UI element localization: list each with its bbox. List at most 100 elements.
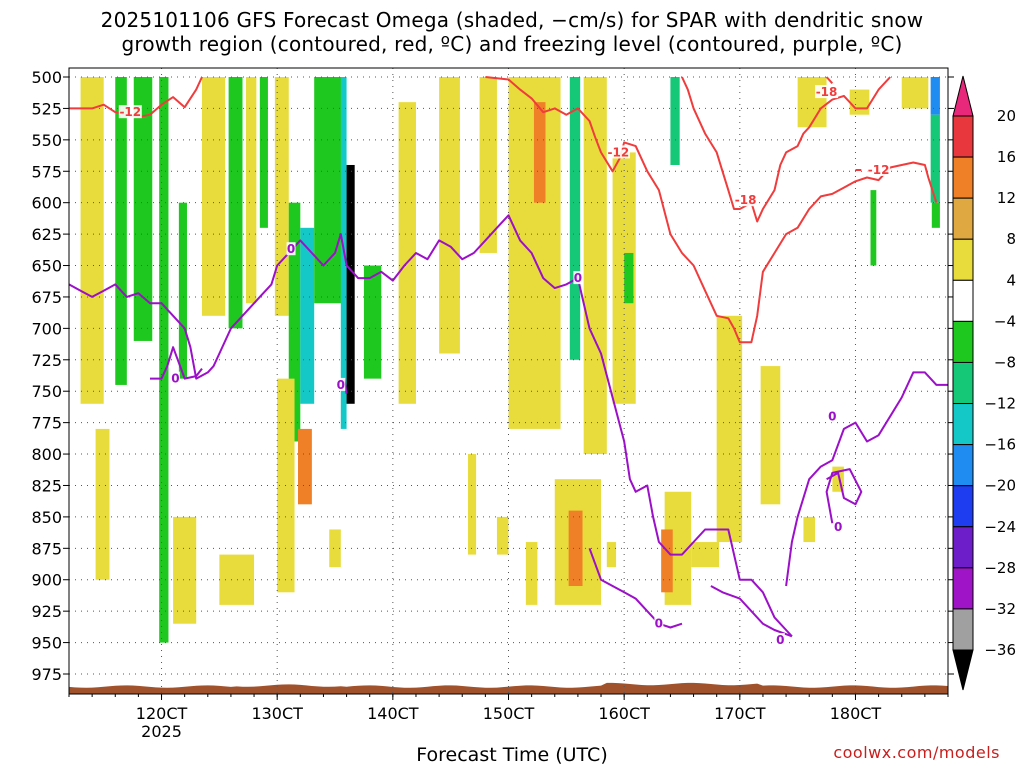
omega-region xyxy=(219,554,255,605)
y-tick-label: 775 xyxy=(31,414,62,433)
colorbar-label: 8 xyxy=(1006,230,1016,248)
terrain-fill xyxy=(69,682,948,694)
omega-region xyxy=(930,114,940,203)
freezing-contour-label: 0 xyxy=(834,520,842,534)
y-tick-label: 750 xyxy=(31,382,62,401)
dgz-contour xyxy=(485,76,938,344)
dgz-contour-label-bg xyxy=(867,163,891,177)
x-tick-label: 120CT xyxy=(136,704,188,723)
colorbar-bin xyxy=(952,115,974,158)
colorbar-label: −28 xyxy=(984,559,1016,577)
freezing-contour-label: 0 xyxy=(337,378,345,392)
omega-region xyxy=(479,77,497,253)
dgz-contour-label: -18 xyxy=(816,85,838,99)
colorbar-top-arrow xyxy=(952,75,974,117)
colorbar-label: −36 xyxy=(984,641,1016,659)
omega-shading-layer xyxy=(80,77,940,643)
omega-region xyxy=(496,516,509,555)
contour-layer: -12 -12 -18 -18 -12 0 0 0 0 0 0 0 0 xyxy=(68,76,948,647)
omega-region xyxy=(173,516,197,624)
omega-region xyxy=(314,77,345,304)
colorbar-label: −16 xyxy=(984,436,1016,454)
freezing-contour-label: 0 xyxy=(655,617,663,631)
freezing-contour-label-bg xyxy=(336,377,346,391)
colorbar-label: 4 xyxy=(1006,271,1016,289)
colorbar-bin xyxy=(952,526,974,569)
omega-region xyxy=(159,77,169,643)
colorbar-bin xyxy=(952,320,974,363)
y-tick-label: 500 xyxy=(31,68,62,87)
omega-region xyxy=(931,202,940,228)
freezing-contour-label-bg xyxy=(170,371,180,385)
omega-region xyxy=(363,265,382,379)
freezing-contour-label-bg xyxy=(654,616,664,630)
omega-region xyxy=(80,77,104,404)
omega-region xyxy=(259,77,268,228)
omega-region xyxy=(439,77,460,354)
x-tick-label: 160CT xyxy=(598,704,650,723)
omega-region xyxy=(115,77,127,385)
colorbar-bin xyxy=(952,238,974,281)
y-tick-label: 825 xyxy=(31,476,62,495)
freezing-contour xyxy=(825,468,863,524)
dgz-contour-label: -12 xyxy=(868,163,890,177)
colorbar-bin xyxy=(952,197,974,240)
y-tick-label: 625 xyxy=(31,225,62,244)
colorbar-label: −24 xyxy=(984,518,1016,536)
omega-region xyxy=(716,315,743,543)
colorbar-bin xyxy=(952,361,974,405)
y-tick-label: 600 xyxy=(31,194,62,213)
omega-region xyxy=(228,77,243,329)
x-axis-title: Forecast Time (UTC) xyxy=(416,744,608,766)
colorbar-bin xyxy=(952,403,974,446)
colorbar-label: −32 xyxy=(984,600,1016,618)
dgz-contour-label: -18 xyxy=(735,193,757,207)
freezing-contour-label: 0 xyxy=(776,633,784,647)
dgz-contour-label-bg xyxy=(815,85,839,99)
freezing-contour-label: 0 xyxy=(574,271,582,285)
freezing-contour xyxy=(588,547,683,629)
x-tick-label: 140CT xyxy=(367,704,419,723)
x-tick-label: 150CT xyxy=(483,704,535,723)
credit-link[interactable]: coolwx.com/models xyxy=(833,743,1000,762)
omega-region xyxy=(398,102,416,404)
omega-region xyxy=(178,202,187,379)
freezing-contour-label: 0 xyxy=(828,409,836,423)
omega-region xyxy=(803,516,815,543)
freezing-contour-label-bg xyxy=(827,409,837,423)
freezing-contour xyxy=(785,371,948,587)
colorbar-label: 20 xyxy=(997,107,1016,125)
colorbar-label: −12 xyxy=(984,395,1016,413)
omega-region xyxy=(202,77,226,316)
omega-region xyxy=(606,542,617,568)
dgz-contour xyxy=(825,76,834,84)
omega-region xyxy=(346,164,355,404)
colorbar-bin xyxy=(952,608,974,651)
omega-region xyxy=(533,102,546,203)
y-tick-label: 525 xyxy=(31,99,62,118)
omega-region xyxy=(525,542,538,605)
dgz-contour-label: -12 xyxy=(608,145,630,159)
x-tick-label: 170CT xyxy=(714,704,766,723)
freezing-contour-label-bg xyxy=(833,519,843,533)
colorbar-bin xyxy=(952,279,974,322)
y-tick-label: 975 xyxy=(31,665,62,684)
colorbar-label: −8 xyxy=(994,353,1016,371)
axes: 500 525 550 575 600 625 650 675 700 725 750 775 800 8… xyxy=(31,67,954,741)
omega-region xyxy=(274,77,289,316)
freezing-contour-label-bg xyxy=(286,242,296,256)
chart-title-line-1: 2025101106 GFS Forecast Omega (shaded, −… xyxy=(100,8,924,32)
omega-region xyxy=(288,202,301,442)
y-tick-label: 650 xyxy=(31,257,62,276)
omega-region xyxy=(568,510,583,587)
dgz-contour-label: -12 xyxy=(119,105,141,119)
y-tick-label: 925 xyxy=(31,602,62,621)
omega-region xyxy=(930,77,940,115)
freezing-contour xyxy=(150,346,203,380)
x-tick-label: 180CT xyxy=(830,704,882,723)
omega-region xyxy=(245,77,257,304)
y-tick-label: 550 xyxy=(31,131,62,150)
freezing-contour-label: 0 xyxy=(171,372,179,386)
y-tick-label: 675 xyxy=(31,288,62,307)
